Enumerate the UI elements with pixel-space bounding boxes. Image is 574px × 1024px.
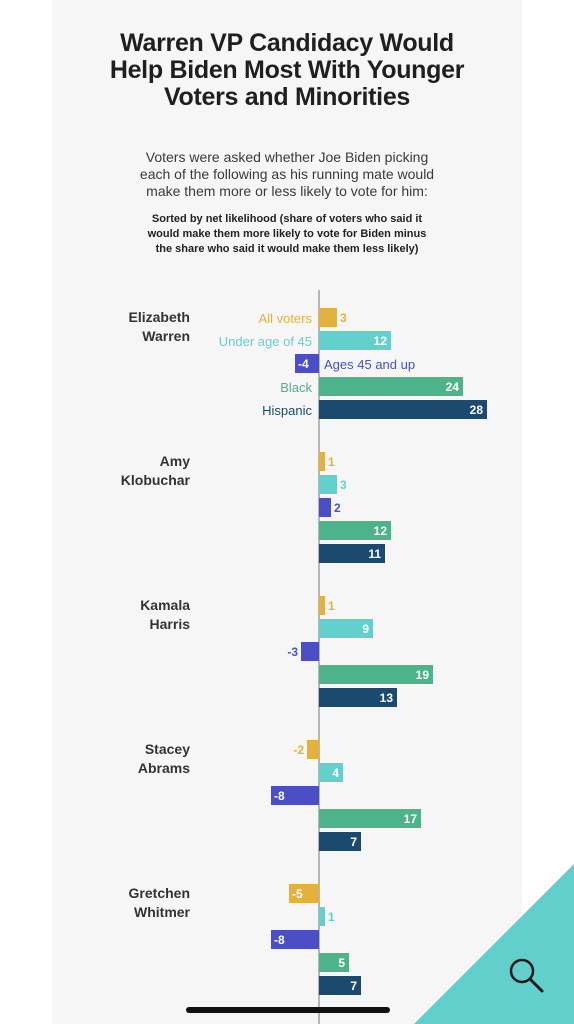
value-label: 3 — [340, 478, 347, 492]
bar — [319, 688, 397, 707]
value-label: -5 — [292, 887, 303, 901]
value-label: 13 — [380, 691, 394, 705]
value-label: 12 — [374, 334, 388, 348]
group-label: Under age of 45 — [219, 334, 312, 349]
bar — [319, 763, 343, 782]
value-label: -8 — [274, 933, 285, 947]
bar — [301, 642, 319, 661]
value-label: -2 — [293, 743, 304, 757]
bar — [319, 809, 421, 828]
bar — [271, 930, 319, 949]
value-label: 19 — [416, 668, 430, 682]
value-label: 4 — [332, 766, 339, 780]
bar — [319, 596, 325, 615]
value-label: 11 — [368, 547, 381, 561]
bar — [289, 884, 319, 903]
chart-card — [52, 0, 522, 1024]
group-label: All voters — [259, 311, 313, 326]
candidate-label: Gretchen Whitmer — [129, 885, 191, 920]
group-label: Ages 45 and up — [324, 357, 415, 372]
home-indicator[interactable] — [186, 1007, 390, 1013]
value-label: -4 — [298, 357, 309, 371]
value-label: 28 — [470, 403, 484, 417]
value-label: 7 — [350, 835, 357, 849]
subtitle-line-1: Voters were asked whether Joe Biden pick… — [145, 149, 429, 165]
candidate-label: Kamala Harris — [140, 597, 190, 632]
bar — [319, 331, 391, 350]
group-label: Hispanic — [262, 403, 312, 418]
value-label: 7 — [350, 979, 357, 993]
chart-title: Warren VP Candidacy Would Help Biden Mos… — [52, 30, 522, 111]
bar — [319, 377, 463, 396]
title-line-2: Help Biden Most With Younger — [109, 56, 465, 84]
value-label: 5 — [338, 956, 345, 970]
bar — [319, 907, 325, 926]
subtitle-line-3: make them more or less likely to vote fo… — [146, 183, 428, 199]
value-label: 9 — [362, 622, 369, 636]
candidate-label: Elizabeth Warren — [129, 309, 190, 344]
bar — [295, 354, 319, 373]
value-label: 1 — [328, 910, 335, 924]
title-line-3: Voters and Minorities — [163, 83, 411, 111]
bar — [319, 544, 385, 563]
note-line-1: Sorted by net likelihood (share of voter… — [151, 213, 423, 225]
value-label: 17 — [404, 812, 418, 826]
bar — [319, 475, 337, 494]
bar — [319, 498, 331, 517]
subtitle-line-2: each of the following as his running mat… — [139, 166, 435, 182]
note-line-2: would make them more likely to vote for … — [147, 228, 427, 240]
bar — [319, 832, 361, 851]
value-label: 2 — [334, 501, 341, 515]
note-line-3: the share who said it would make them le… — [155, 243, 419, 255]
chart-subtitle: Voters were asked whether Joe Biden pick… — [122, 149, 452, 200]
value-label: 24 — [446, 380, 460, 394]
bar — [271, 786, 319, 805]
bar — [319, 976, 361, 995]
value-label: 1 — [328, 455, 335, 469]
value-label: 3 — [340, 311, 347, 325]
value-label: 1 — [328, 599, 335, 613]
value-label: 12 — [374, 524, 388, 538]
bar — [319, 521, 391, 540]
title-line-1: Warren VP Candidacy Would — [120, 29, 454, 57]
bar — [319, 619, 373, 638]
bar — [319, 953, 349, 972]
bar — [319, 665, 433, 684]
value-label: -3 — [287, 645, 298, 659]
chart-note: Sorted by net likelihood (share of voter… — [112, 212, 462, 257]
bar — [319, 400, 487, 419]
group-label: Black — [280, 380, 312, 395]
candidate-label: Amy Klobuchar — [121, 453, 191, 488]
value-label: -8 — [274, 789, 285, 803]
bar — [307, 740, 319, 759]
bar — [319, 308, 337, 327]
candidate-label: Stacey Abrams — [138, 741, 190, 776]
bar — [319, 452, 325, 471]
